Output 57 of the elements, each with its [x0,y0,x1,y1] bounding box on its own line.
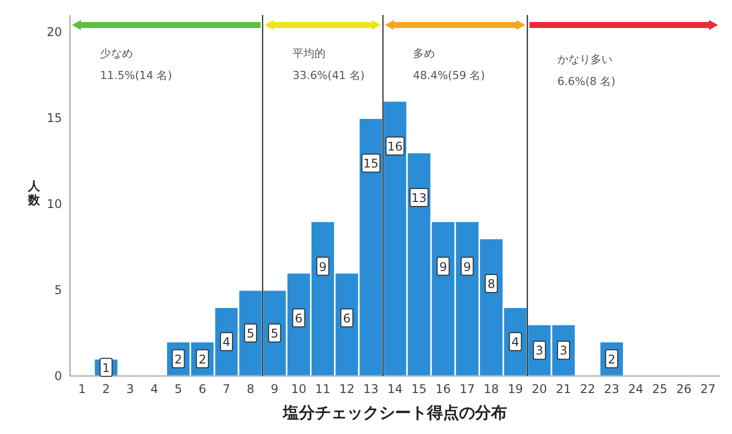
x-tick-label: 25 [652,382,668,396]
x-tick-label: 12 [339,382,354,396]
data-label: 2 [608,352,616,366]
x-tick-label: 11 [315,382,330,396]
y-tick-label: 15 [46,111,62,126]
data-label: 2 [174,352,182,366]
x-tick-label: 20 [532,382,548,396]
data-label: 6 [294,311,303,326]
x-tick-label: 18 [484,382,499,396]
data-label: 4 [222,335,230,350]
x-tick-label: 27 [700,382,716,396]
data-label: 9 [463,260,472,274]
data-label: 9 [439,260,447,274]
data-label: 15 [363,156,379,171]
annotation: 多め 48.4%(59 名) [412,47,485,82]
data-label: 8 [487,276,496,291]
y-tick-label: 20 [46,25,62,40]
data-label: 6 [343,311,351,326]
x-tick-label: 13 [363,382,379,396]
x-tick-label: 6 [198,382,206,396]
x-tick-label: 16 [436,382,451,396]
data-label: 3 [560,344,568,358]
annotation: 平均的 33.6%(41 名) [292,47,365,82]
x-tick-label: 8 [246,382,254,396]
x-tick-label: 22 [580,382,596,396]
data-label: 5 [270,326,278,341]
annotation: 少なめ 11.5%(14 名) [100,47,172,82]
x-tick-label: 3 [126,382,134,396]
y-axis-title: 人数 [27,179,41,207]
x-tick-label: 9 [270,382,278,396]
data-label: 9 [318,260,327,274]
x-tick-label: 7 [222,382,230,396]
y-tick-label: 0 [54,369,62,383]
data-label: 13 [411,191,427,206]
x-tick-label: 2 [102,382,110,396]
data-label: 16 [387,139,403,154]
data-label: 1 [102,360,110,375]
x-axis-title: 塩分チェックシート得点の分布 [282,403,507,422]
x-tick-label: 17 [460,382,475,396]
y-tick-label: 10 [46,197,62,212]
x-tick-label: 19 [508,382,524,396]
x-tick-label: 5 [174,382,182,396]
annotation: かなり多い 6.6%(8 名) [557,53,616,88]
x-tick-label: 4 [150,382,158,396]
x-tick-label: 10 [291,382,306,396]
x-tick-label: 23 [604,382,620,396]
data-label: 5 [246,326,254,341]
x-tick-label: 24 [628,382,644,396]
data-label: 2 [198,352,206,366]
data-label: 3 [536,344,544,358]
y-tick-label: 5 [54,283,62,298]
x-tick-label: 15 [411,382,427,396]
x-tick-label: 21 [556,382,572,396]
x-tick-label: 14 [387,382,403,396]
data-label: 4 [512,335,520,350]
x-tick-label: 26 [676,382,692,396]
x-tick-label: 1 [78,382,86,396]
